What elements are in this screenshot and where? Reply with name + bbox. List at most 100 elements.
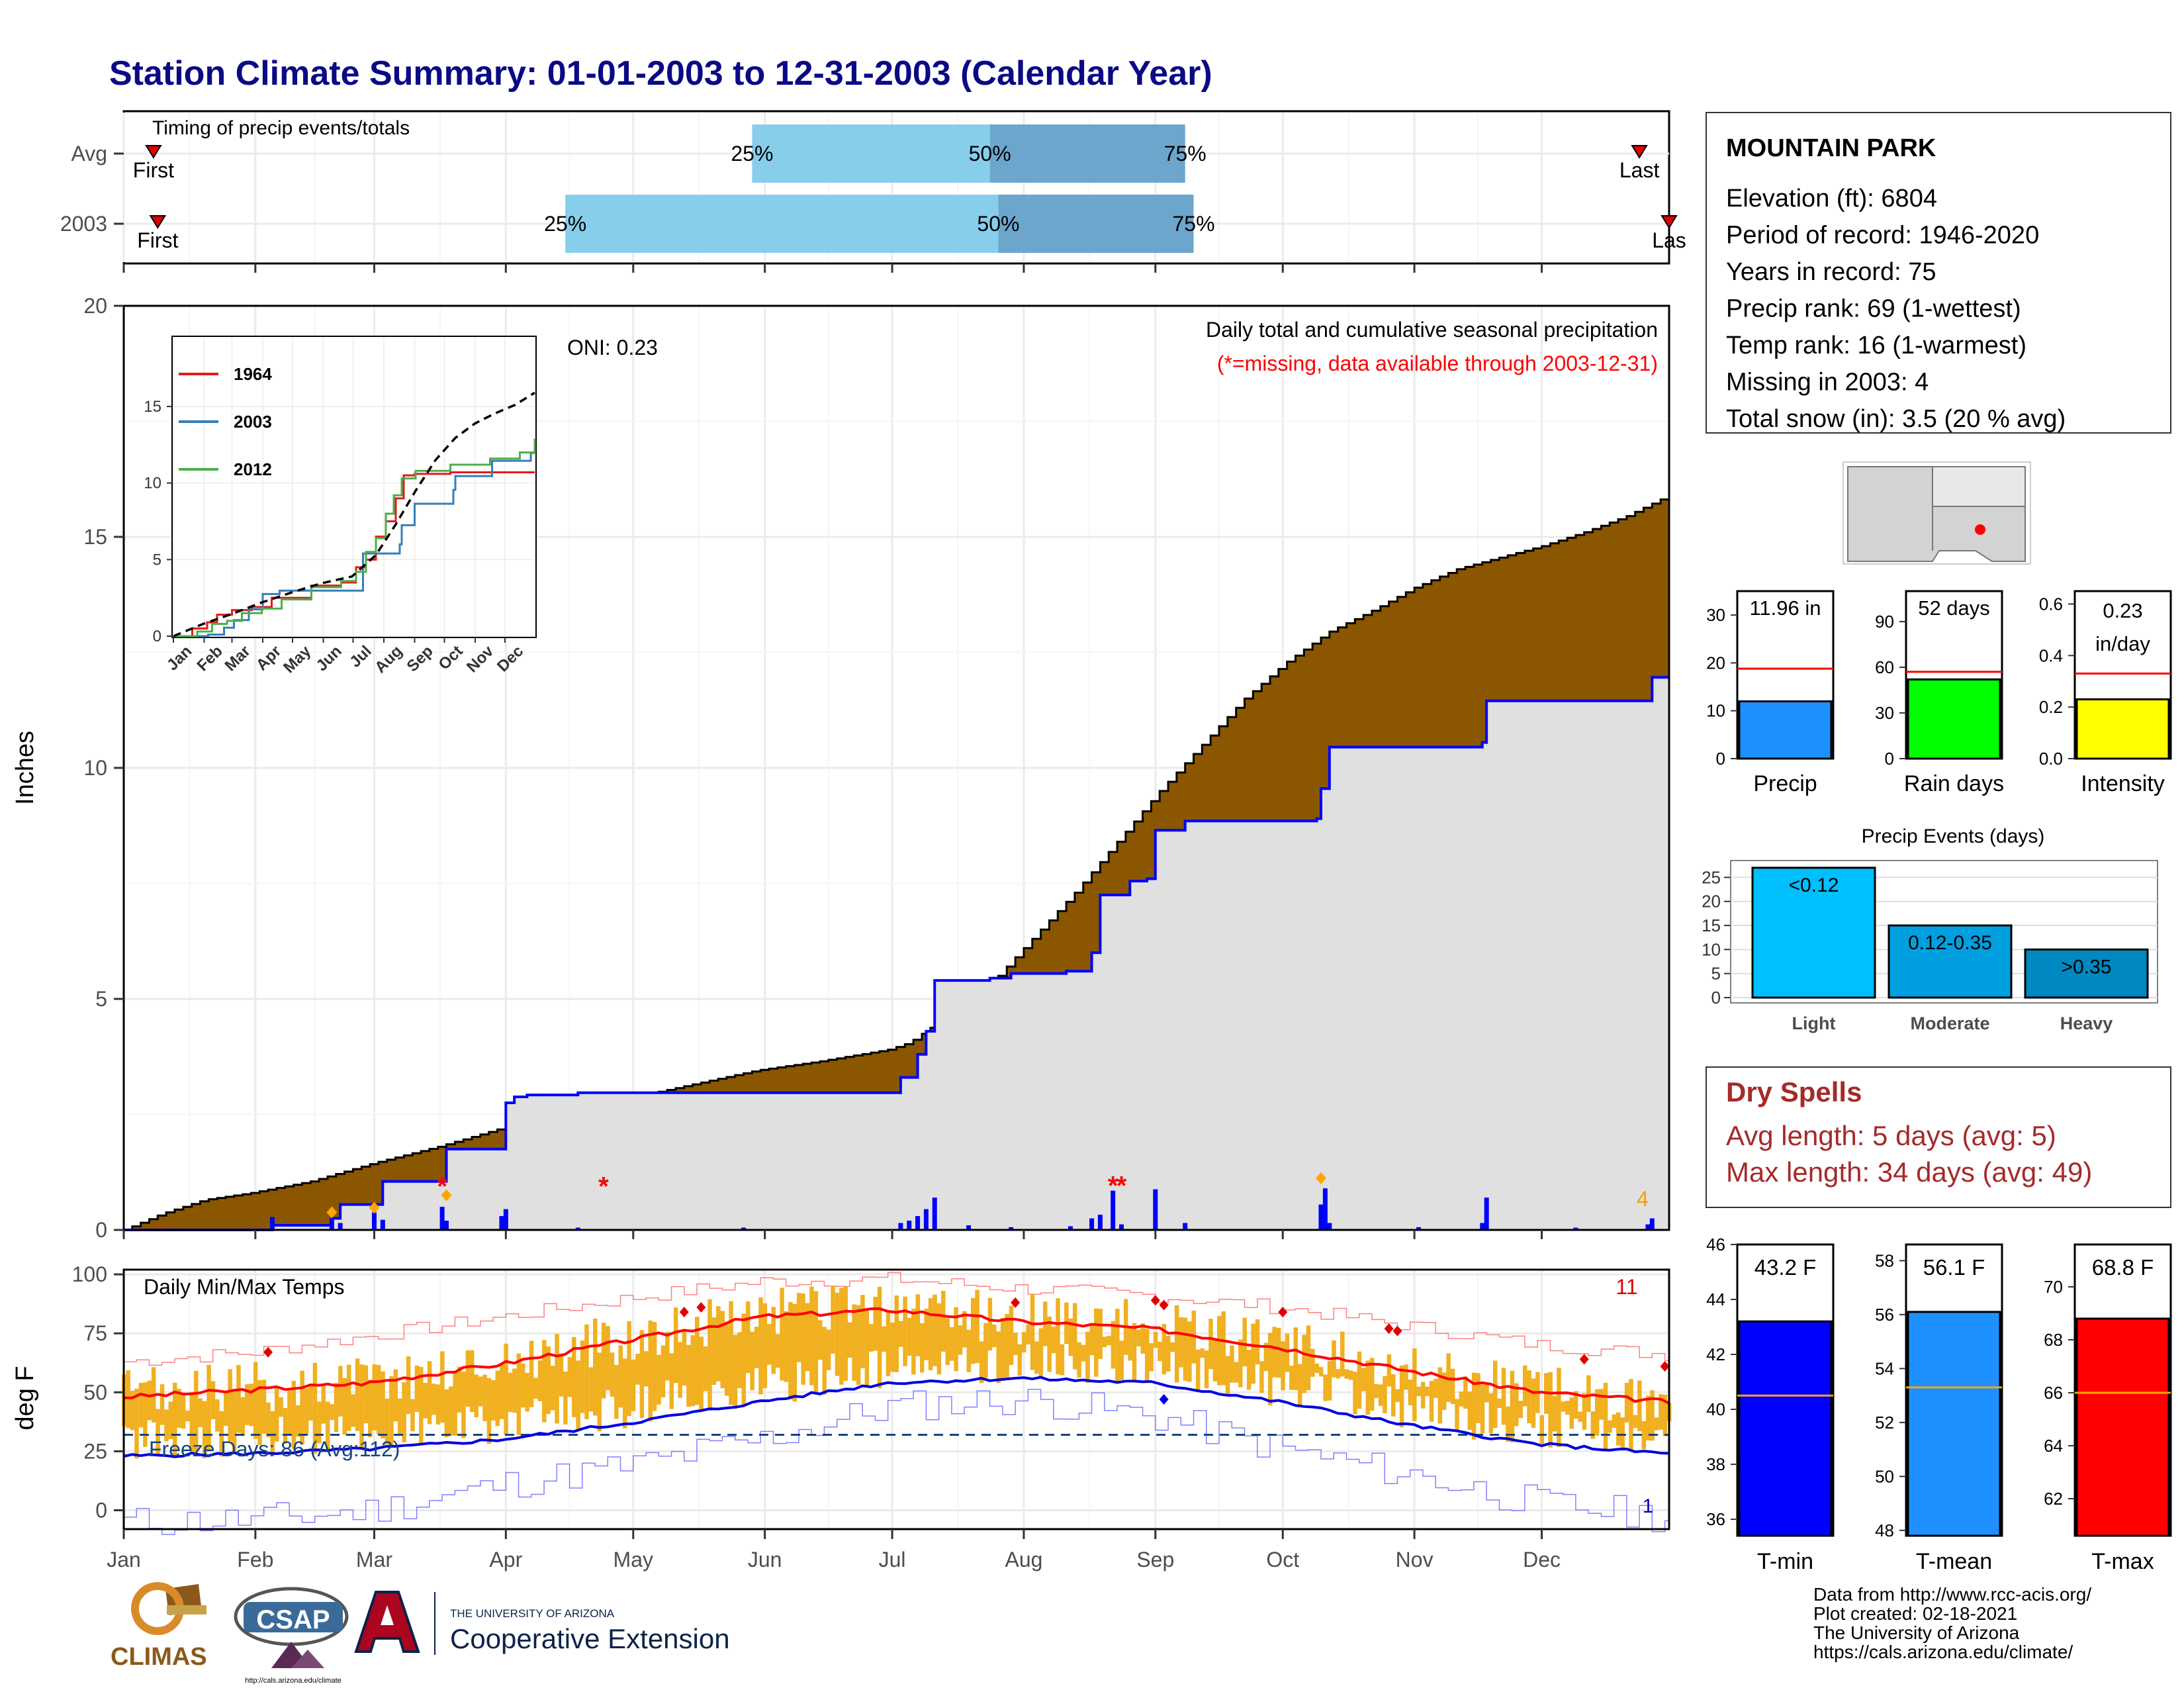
daily-temp-range-bar [788, 1301, 793, 1400]
daily-temp-range-bar [1433, 1378, 1438, 1398]
daily-temp-range-bar [771, 1307, 776, 1374]
daily-temp-range-bar [461, 1372, 466, 1438]
daily-temp-range-bar [720, 1311, 725, 1389]
daily-temp-range-bar [1582, 1393, 1587, 1430]
daily-temp-range-bar [1242, 1317, 1248, 1366]
daily-temp-range-bar [711, 1317, 717, 1385]
record-min-line [124, 1389, 1669, 1535]
daily-temp-range-bar [856, 1305, 861, 1385]
daily-temp-range-bar [571, 1336, 576, 1417]
daily-temp-range-bar [1246, 1350, 1251, 1390]
daily-temp-range-bar [1586, 1375, 1591, 1412]
daily-precip-bar [503, 1209, 508, 1230]
daily-temp-range-bar [852, 1304, 856, 1381]
daily-temp-range-bar [1272, 1327, 1277, 1378]
month-label: May [614, 1548, 653, 1571]
temp-bar-tick-label: 48 [1875, 1521, 1894, 1540]
daily-temp-range-bar [903, 1296, 907, 1366]
events-bar-inner-label: <0.12 [1789, 874, 1839, 896]
daily-temp-range-bar [414, 1366, 420, 1412]
daily-temp-range-bar [1608, 1420, 1612, 1433]
daily-temp-range-bar [962, 1311, 967, 1348]
observed-cumulative-area [124, 677, 1669, 1230]
daily-temp-range-bar [627, 1321, 631, 1417]
daily-precip-bar [932, 1197, 937, 1230]
daily-temp-range-bar [1463, 1376, 1468, 1409]
daily-temp-range-bar [1594, 1389, 1600, 1436]
daily-temp-range-bar [703, 1346, 708, 1391]
daily-temp-range-bar [385, 1398, 390, 1445]
daily-temp-range-bar [1654, 1417, 1659, 1430]
month-axis: Jan Feb Mar Apr May Jun Jul Aug Sep Oct Nov Dec [107, 263, 1561, 1571]
temp-y-tick-label: 50 [83, 1380, 107, 1404]
daily-temp-range-bar [915, 1294, 921, 1356]
daily-temp-range-bar [860, 1295, 865, 1368]
daily-temp-range-bar [767, 1324, 772, 1365]
daily-temp-range-bar [741, 1313, 747, 1405]
daily-temp-range-bar [1077, 1342, 1081, 1378]
daily-temp-range-bar [758, 1297, 763, 1395]
daily-temp-range-bar [185, 1410, 190, 1422]
daily-temp-range-bar [215, 1399, 220, 1432]
daily-temp-range-bar [1255, 1319, 1260, 1365]
daily-temp-range-bar [406, 1356, 411, 1415]
daily-temp-range-bar [1204, 1350, 1209, 1389]
daily-temp-range-bar [1234, 1362, 1239, 1383]
daily-temp-range-bar [457, 1366, 462, 1413]
daily-temp-range-bar [1645, 1395, 1651, 1440]
daily-temp-range-bar [1578, 1411, 1582, 1422]
daily-temp-range-bar [936, 1303, 942, 1375]
daily-temp-range-bar [1471, 1372, 1477, 1440]
daily-temp-range-bar [970, 1297, 976, 1364]
daily-temp-range-bar [368, 1380, 373, 1437]
daily-temp-range-bar [979, 1341, 984, 1383]
daily-temp-range-bar [1573, 1391, 1578, 1419]
daily-temp-range-bar [733, 1335, 738, 1409]
daily-temp-range-bar [1183, 1317, 1188, 1381]
daily-temp-range-bar [1437, 1367, 1443, 1424]
csap-url: http://cals.arizona.edu/climate [245, 1677, 341, 1685]
daily-temp-range-bar [835, 1292, 840, 1376]
daily-temp-range-bar [1412, 1348, 1417, 1421]
daily-temp-range-bar [1144, 1329, 1150, 1381]
ua-logo: THE UNIVERSITY OF ARIZONA Cooperative Ex… [354, 1591, 730, 1655]
daily-precip-bar [1318, 1204, 1324, 1230]
temp-bar-tick-label: 68 [2044, 1330, 2063, 1350]
daily-temp-range-bar [762, 1303, 768, 1389]
precip-y-tick-label: 0 [95, 1218, 107, 1242]
missing-day-marker: * [437, 1172, 447, 1201]
climas-logo: CLIMAS [111, 1582, 207, 1671]
daily-temp-range-bar [1268, 1333, 1273, 1406]
first-event-label: First [137, 228, 178, 252]
daily-temp-range-bar [1238, 1339, 1243, 1387]
daily-temp-range-bar [279, 1397, 283, 1417]
daily-temp-range-bar [665, 1331, 670, 1381]
station-location-marker [1975, 524, 1985, 535]
timing-bar-50-75 [998, 195, 1194, 253]
mini-bar-label: Intensity [2081, 771, 2165, 796]
daily-temp-range-bar [261, 1380, 267, 1434]
daily-temp-range-bar [189, 1391, 195, 1452]
daily-temp-range-bar [1484, 1383, 1489, 1403]
daily-temp-range-bar [253, 1362, 258, 1439]
daily-temp-range-bar [822, 1327, 827, 1395]
daily-temp-range-bar [1637, 1380, 1642, 1432]
daily-temp-range-bar [470, 1350, 475, 1412]
daily-temp-range-bar [393, 1369, 398, 1422]
daily-temp-range-bar [924, 1309, 929, 1360]
daily-temp-range-bar [1174, 1305, 1179, 1383]
record-high-marker [1278, 1307, 1288, 1318]
events-tick-label: 10 [1702, 939, 1721, 959]
daily-temp-range-bar [1365, 1360, 1371, 1415]
daily-precip-bar [1009, 1227, 1014, 1230]
daily-temp-range-bar [546, 1346, 551, 1414]
daily-temp-range-bar [168, 1401, 173, 1439]
station-name: MOUNTAIN PARK [1726, 134, 1936, 162]
daily-temp-range-bar [134, 1388, 139, 1459]
daily-temp-range-bar [729, 1301, 733, 1405]
daily-temp-range-bar [919, 1323, 925, 1373]
daily-temp-range-bar [1259, 1361, 1264, 1393]
daily-temp-range-bar [1098, 1309, 1103, 1359]
record-high-marker [1384, 1323, 1394, 1335]
